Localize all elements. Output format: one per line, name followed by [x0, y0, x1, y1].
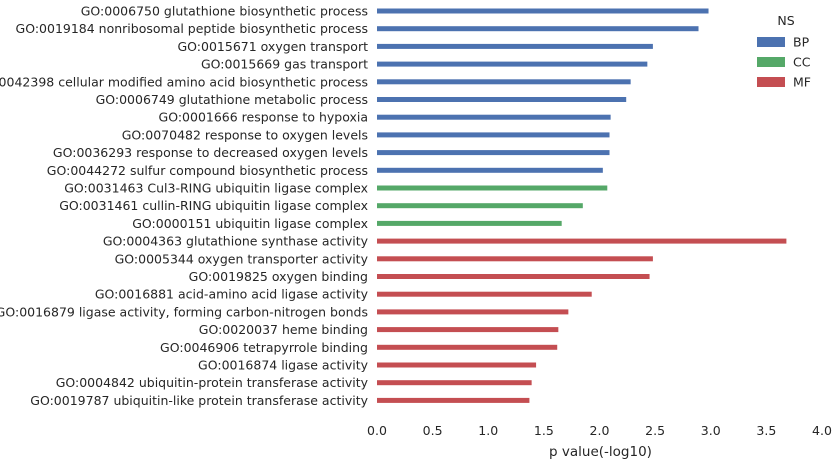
bar: [377, 8, 709, 14]
category-label: GO:0019787 ubiquitin-like protein transf…: [30, 393, 368, 408]
category-label: GO:0044272 sulfur compound biosynthetic …: [47, 163, 368, 178]
x-tick-label: 3.0: [701, 423, 721, 438]
x-tick-label: 2.0: [590, 423, 610, 438]
legend-swatch: [757, 57, 785, 67]
bar: [377, 203, 583, 209]
bar: [377, 97, 627, 102]
category-label: GO:0004842 ubiquitin-protein transferase…: [56, 375, 369, 390]
bar: [377, 344, 558, 350]
bar: [377, 185, 608, 191]
bars-layer: [377, 8, 787, 403]
category-label: GO:0016881 acid-amino acid ligase activi…: [95, 287, 369, 302]
legend-swatch: [757, 77, 785, 87]
category-label: GO:0016874 ligase activity: [198, 358, 369, 373]
legend-label: MF: [793, 75, 811, 90]
bar: [377, 61, 648, 67]
bar: [377, 43, 653, 49]
legend-title: NS: [777, 13, 794, 28]
bar: [377, 79, 631, 85]
x-axis-title: p value(-log10): [549, 444, 652, 460]
legend: NS BP CC MF: [757, 13, 811, 90]
x-tick-label: 2.5: [645, 423, 665, 438]
bar: [377, 150, 610, 156]
bar: [377, 327, 559, 333]
bar: [377, 256, 653, 262]
x-tick-label: 0.5: [423, 423, 443, 438]
legend-label: BP: [793, 35, 810, 50]
legend-label: CC: [793, 55, 811, 70]
x-tick-label: 1.5: [534, 423, 554, 438]
x-tick-label: 0.0: [367, 423, 387, 438]
category-label: GO:0015671 oxygen transport: [178, 39, 369, 54]
category-label: GO:0006750 glutathione biosynthetic proc…: [81, 4, 368, 19]
legend-swatch: [757, 37, 785, 47]
category-label: GO:0020037 heme binding: [199, 322, 368, 337]
bar: [377, 167, 603, 173]
bar: [377, 220, 562, 226]
bar: [377, 309, 569, 315]
category-label: GO:0006749 glutathione metabolic process: [96, 92, 368, 107]
x-tick-label: 1.0: [478, 423, 498, 438]
x-tick-label: 4.0: [812, 423, 832, 438]
category-label: GO:0001666 response to hypoxia: [159, 110, 368, 125]
category-labels: GO:0006750 glutathione biosynthetic proc…: [0, 4, 369, 408]
category-label: GO:0031463 Cul3-RING ubiquitin ligase co…: [64, 181, 368, 196]
bar: [377, 291, 592, 297]
category-label: GO:0000151 ubiquitin ligase complex: [132, 216, 368, 231]
bar: [377, 238, 787, 244]
bar: [377, 132, 610, 138]
bar: [377, 26, 699, 32]
category-label: GO:0031461 cullin-RING ubiquitin ligase …: [59, 198, 368, 213]
bar: [377, 380, 532, 386]
category-label: GO:0070482 response to oxygen levels: [122, 127, 368, 142]
legend-entries: BP CC MF: [757, 35, 811, 90]
category-label: GO:0015669 gas transport: [201, 57, 368, 72]
category-label: GO:0019184 nonribosomal peptide biosynth…: [16, 21, 368, 36]
category-label: GO:0019825 oxygen binding: [189, 269, 368, 284]
x-axis-ticks: 0.0 0.5 1.0 1.5 2.0 2.5 3.0 3.5 4.0: [367, 423, 832, 438]
category-label: GO:0036293 response to decreased oxygen …: [53, 145, 368, 160]
bar: [377, 114, 611, 120]
category-label: GO:0004363 glutathione synthase activity: [103, 234, 369, 249]
bar: [377, 362, 537, 368]
category-label: GO:0042398 cellular modified amino acid …: [0, 74, 368, 89]
bar: [377, 274, 650, 279]
bar: [377, 397, 530, 403]
category-label: GO:0046906 tetrapyrrole binding: [160, 340, 368, 355]
category-label: GO:0005344 oxygen transporter activity: [115, 251, 369, 266]
category-label: GO:0016879 ligase activity, forming carb…: [0, 304, 368, 319]
x-tick-label: 3.5: [756, 423, 776, 438]
